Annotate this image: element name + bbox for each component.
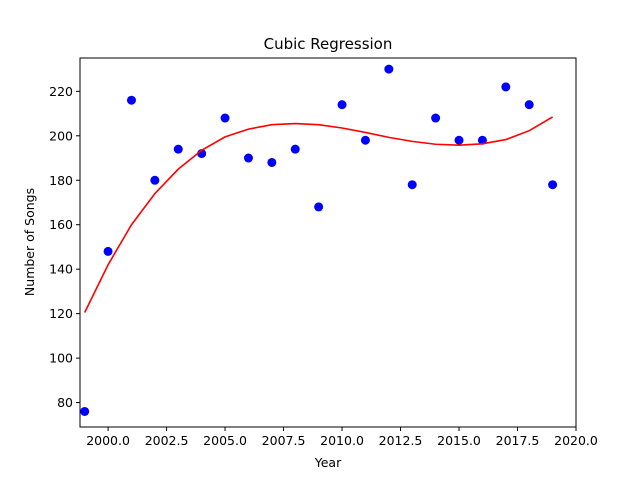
y-tick-label: 120 — [49, 306, 73, 321]
y-tick-label: 80 — [57, 395, 73, 410]
scatter-point — [431, 113, 441, 123]
scatter-point — [384, 64, 394, 74]
chart-title: Cubic Regression — [264, 35, 393, 53]
plot-frame — [79, 57, 577, 428]
scatter-point — [150, 175, 160, 185]
scatter-point — [337, 100, 347, 110]
y-axis-ticks: 80 100 120 140 160 180 200 220 — [49, 84, 80, 410]
scatter-point — [103, 246, 113, 256]
y-tick-label: 100 — [49, 351, 73, 366]
scatter-point — [243, 153, 253, 163]
x-tick-label: 2017.5 — [496, 433, 540, 448]
x-tick-label: 2002.5 — [145, 433, 189, 448]
scatter-point — [314, 202, 324, 212]
y-tick-label: 180 — [49, 173, 73, 188]
y-tick-label: 200 — [49, 128, 73, 143]
scatter-point — [267, 157, 277, 167]
plot-area — [80, 64, 558, 416]
scatter-point — [290, 144, 300, 154]
scatter-point — [524, 100, 534, 110]
scatter-point — [501, 82, 511, 92]
scatter-point — [220, 113, 230, 123]
y-tick-label: 140 — [49, 262, 73, 277]
y-tick-label: 160 — [49, 217, 73, 232]
scatter-point — [407, 180, 417, 190]
x-tick-label: 2010.0 — [320, 433, 364, 448]
y-tick-label: 220 — [49, 84, 73, 99]
x-axis-label: Year — [314, 455, 342, 470]
x-tick-label: 2007.5 — [262, 433, 306, 448]
x-axis-ticks: 2000.0 2002.5 2005.0 2007.5 2010.0 2012.5 2015… — [86, 427, 598, 448]
scatter-point — [80, 406, 90, 416]
scatter-point — [360, 135, 370, 145]
regression-line — [83, 116, 554, 313]
scatter-point — [126, 95, 136, 105]
x-tick-label: 2015.0 — [437, 433, 481, 448]
x-tick-label: 2005.0 — [203, 433, 247, 448]
scatter-point — [173, 144, 183, 154]
scatter-point — [454, 135, 464, 145]
x-tick-label: 2020.0 — [554, 433, 598, 448]
x-tick-label: 2000.0 — [86, 433, 130, 448]
scatter-point — [477, 135, 487, 145]
x-tick-label: 2012.5 — [379, 433, 423, 448]
scatter-point — [548, 180, 558, 190]
y-axis-label: Number of Songs — [22, 188, 37, 296]
